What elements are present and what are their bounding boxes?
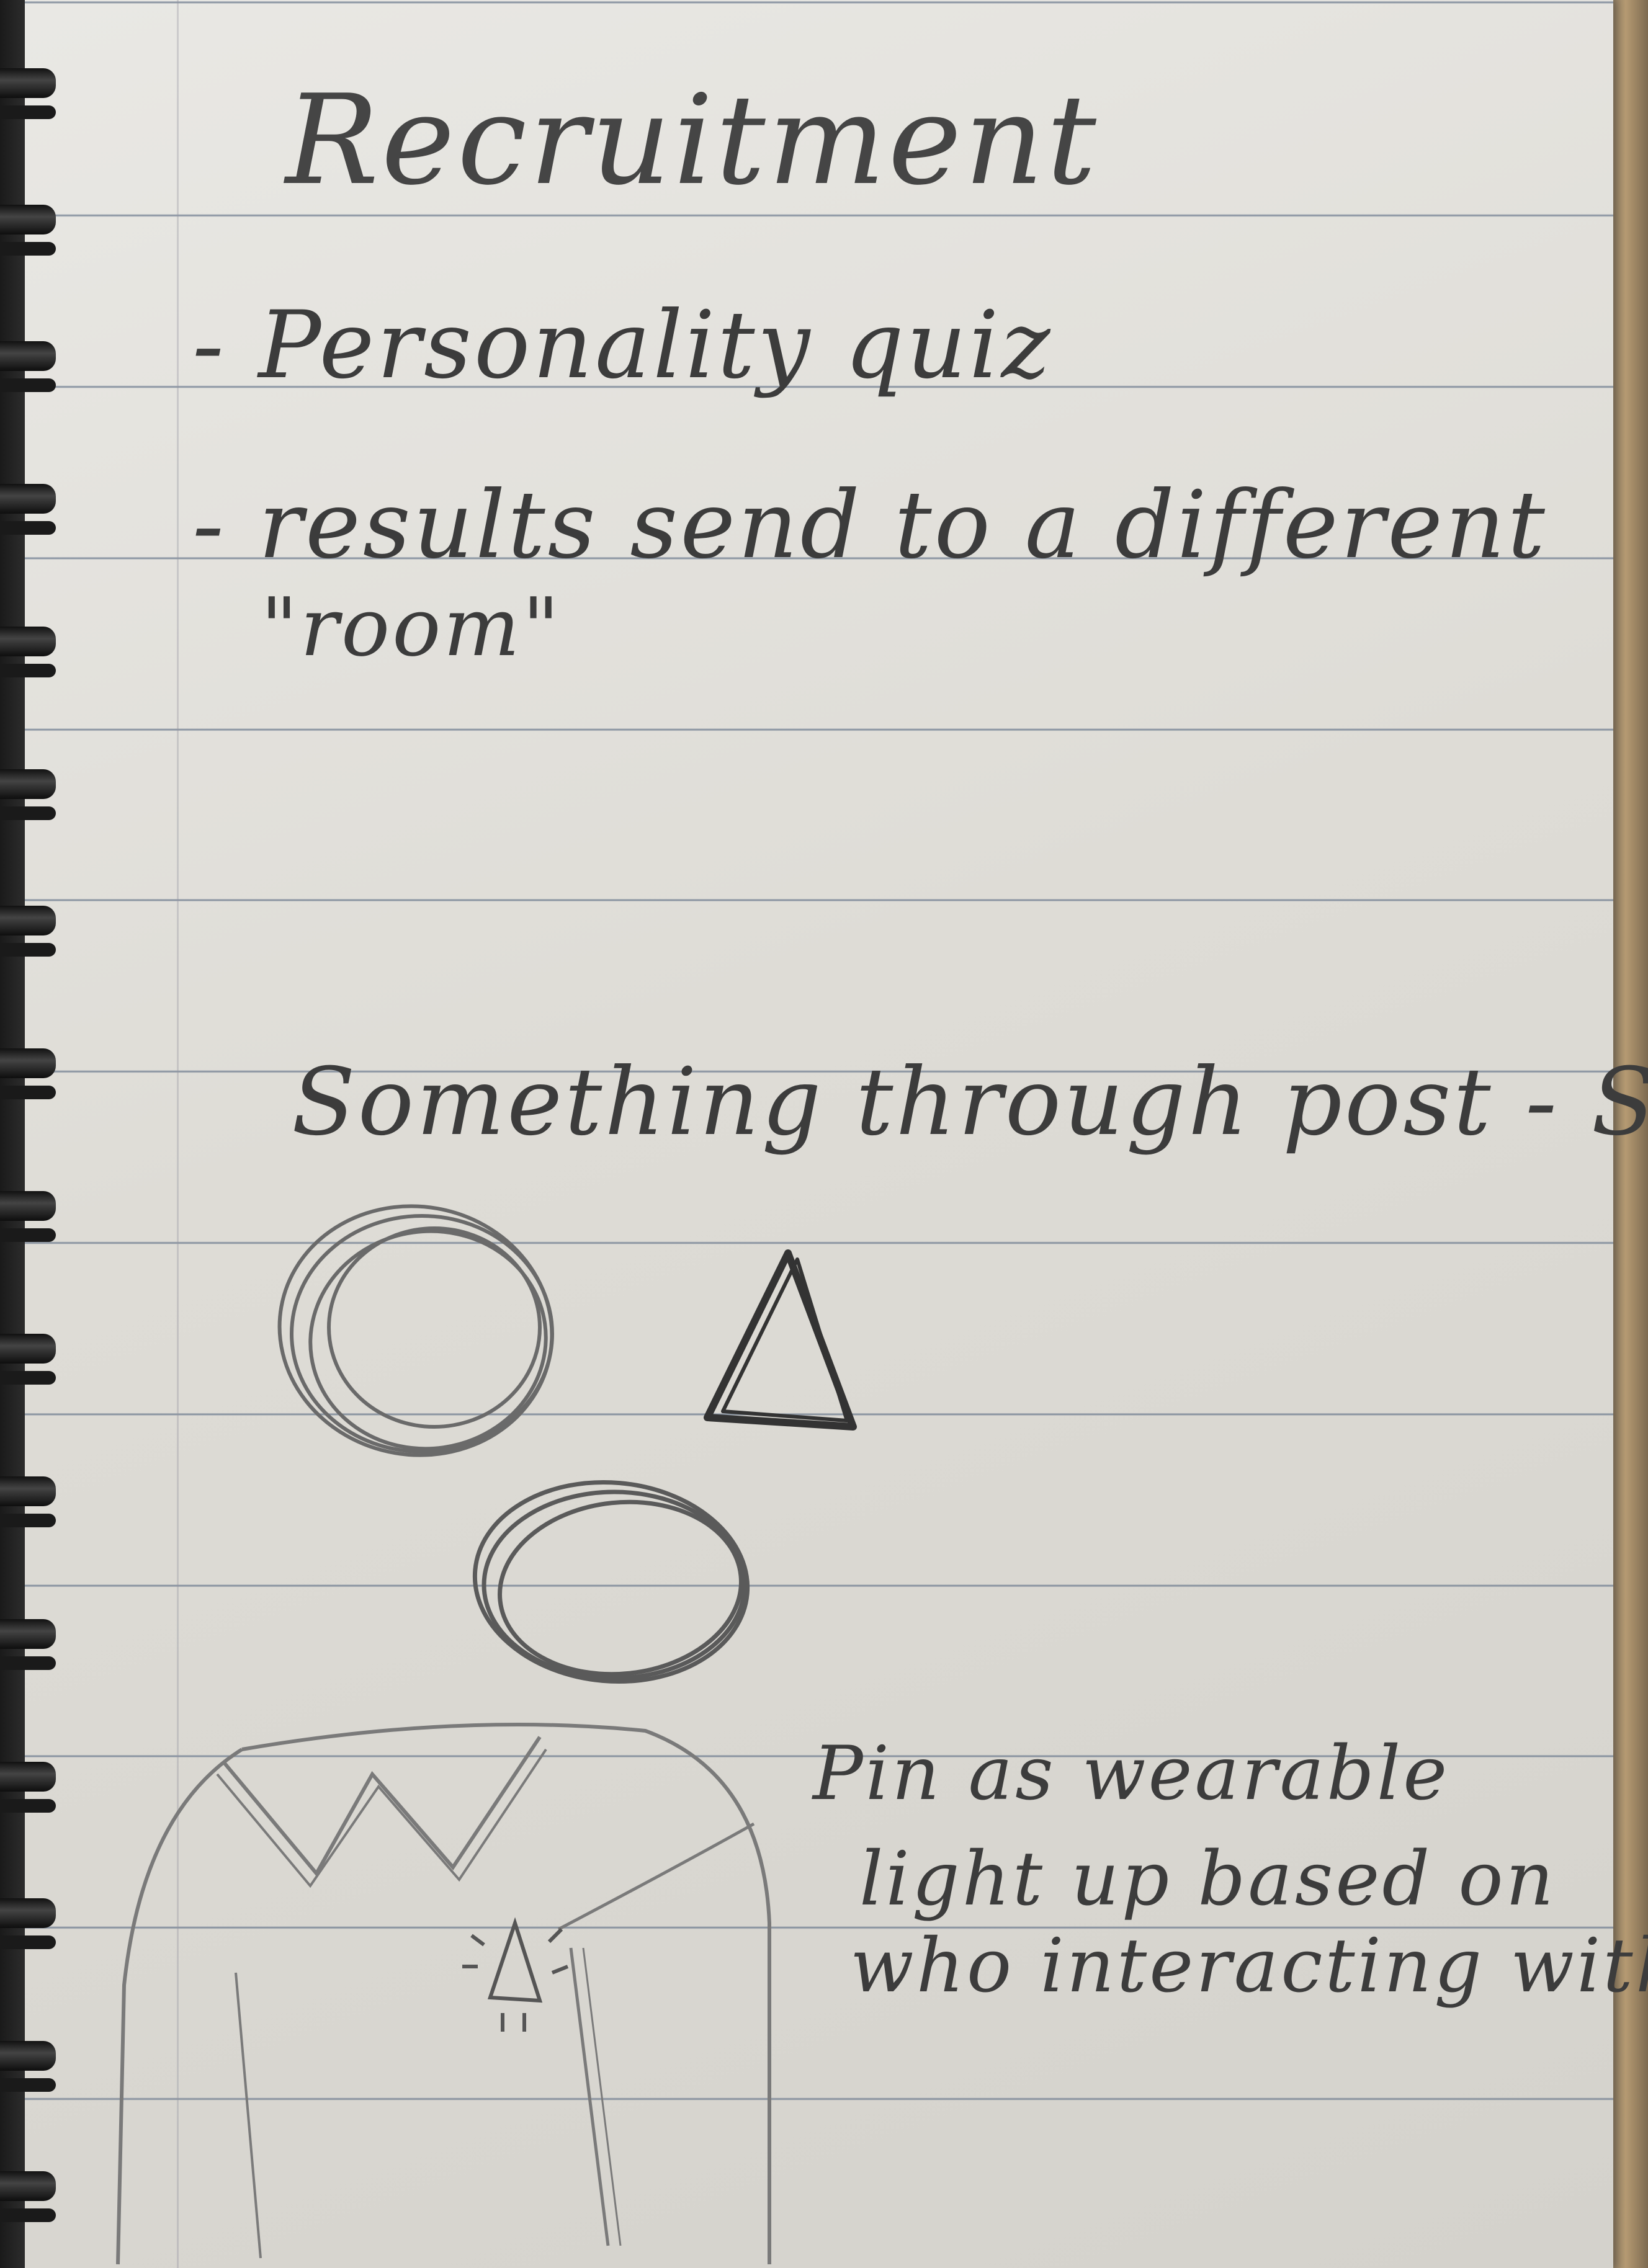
spiral-ring <box>0 68 56 98</box>
spiral-ring <box>0 1656 56 1670</box>
circle-icon <box>277 1204 554 1457</box>
spiral-ring <box>0 1371 56 1385</box>
spiral-ring <box>0 1476 56 1506</box>
pin-note-line-3: who interacting with <box>850 1923 1648 2009</box>
spiral-ring <box>0 1086 56 1099</box>
spiral-ring <box>0 1619 56 1649</box>
spiral-ring <box>0 2171 56 2201</box>
spiral-ring <box>0 806 56 820</box>
bullet-results-continued: "room" <box>261 580 562 674</box>
spiral-ring <box>0 242 56 256</box>
spiral-ring <box>0 906 56 935</box>
oval-icon <box>472 1480 750 1684</box>
spiral-ring <box>0 627 56 656</box>
pin-icon <box>462 1917 569 2032</box>
spiral-ring <box>0 2041 56 2071</box>
spiral-ring <box>0 769 56 799</box>
spiral-ring <box>0 205 56 234</box>
spiral-ring <box>0 1334 56 1364</box>
pin-note-line-1: Pin as wearable <box>813 1731 1450 1817</box>
page-title: Recruitment <box>285 68 1099 213</box>
spiral-ring <box>0 943 56 957</box>
spiral-ring <box>0 2208 56 2222</box>
spiral-ring <box>0 1514 56 1527</box>
spiral-ring <box>0 1799 56 1813</box>
bullet-results: - results send to a different <box>192 471 1547 579</box>
shirt-sketch <box>116 1723 771 2265</box>
spiral-ring <box>0 664 56 677</box>
spiral-ring <box>0 105 56 119</box>
spiral-ring <box>0 1898 56 1928</box>
spiral-ring <box>0 378 56 392</box>
spiral-ring <box>0 1228 56 1242</box>
table-surface <box>1611 0 1648 2268</box>
spiral-ring <box>0 2078 56 2092</box>
spiral-ring <box>0 484 56 514</box>
triangle-icon <box>704 1249 857 1431</box>
pin-note-line-2: light up based on <box>859 1836 1556 1922</box>
bullet-personality-quiz: - Personality quiz <box>192 292 1053 400</box>
spiral-ring <box>0 521 56 535</box>
spiral-ring <box>0 1048 56 1078</box>
ruled-lines <box>25 0 1613 2268</box>
notebook-page: Recruitment - Personality quiz - results… <box>25 0 1648 2268</box>
pencil-sketches <box>116 1204 857 2265</box>
spiral-ring <box>0 1762 56 1792</box>
page-margin <box>177 0 179 2268</box>
spiral-ring <box>0 1935 56 1949</box>
spiral-ring <box>0 341 56 371</box>
idea-nfc-line: Something through post - Scan NFC <box>292 1048 1648 1156</box>
spiral-ring <box>0 1191 56 1221</box>
